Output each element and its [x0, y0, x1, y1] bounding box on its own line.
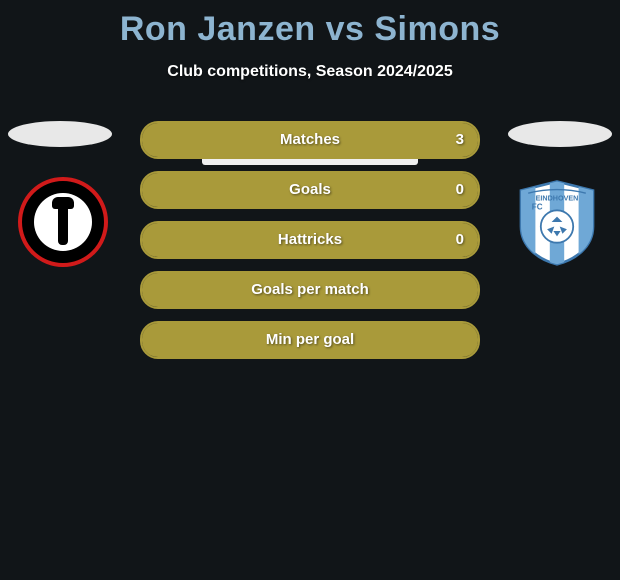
page-title: Ron Janzen vs Simons: [0, 0, 620, 49]
stat-row-min-per-goal: Min per goal: [140, 321, 480, 359]
stat-label: Hattricks: [142, 223, 478, 257]
stat-value: 3: [456, 123, 464, 157]
stat-label: Goals: [142, 173, 478, 207]
team-logo-left: [18, 177, 108, 267]
helmond-logo-icon: [34, 193, 92, 251]
team-logo-right: EINDHOVEN FC: [512, 177, 602, 267]
stat-row-hattricks: Hattricks 0: [140, 221, 480, 259]
player-photo-placeholder-right: [508, 121, 612, 147]
stat-label: Min per goal: [142, 323, 478, 357]
stat-row-goals-per-match: Goals per match: [140, 271, 480, 309]
eindhoven-logo-icon: EINDHOVEN FC: [512, 177, 602, 267]
stat-row-matches: Matches 3: [140, 121, 480, 159]
subtitle: Club competitions, Season 2024/2025: [0, 63, 620, 81]
stat-value: 0: [456, 173, 464, 207]
comparison-widget: Ron Janzen vs Simons Club competitions, …: [0, 0, 620, 580]
svg-text:EINDHOVEN: EINDHOVEN: [536, 193, 579, 202]
svg-text:FC: FC: [532, 202, 543, 211]
stat-label: Matches: [142, 123, 478, 157]
stat-row-goals: Goals 0: [140, 171, 480, 209]
player-photo-placeholder-left: [8, 121, 112, 147]
stat-value: 0: [456, 223, 464, 257]
stats-bars: Matches 3 Goals 0 Hattricks 0 Goals per …: [140, 121, 480, 371]
stat-label: Goals per match: [142, 273, 478, 307]
